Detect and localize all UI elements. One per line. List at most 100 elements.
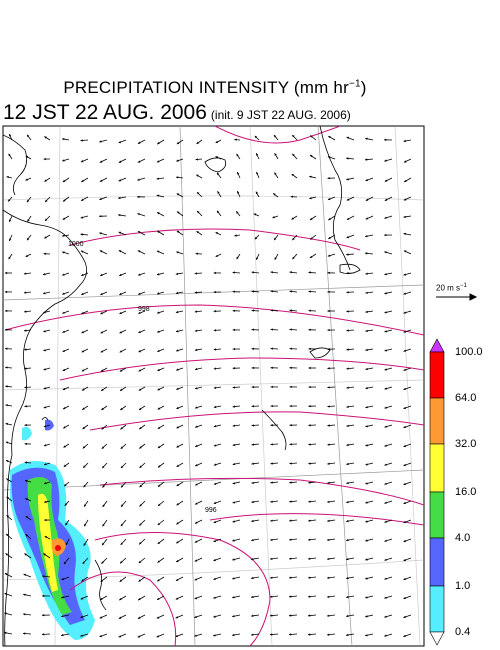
wind-vector-head xyxy=(384,596,387,599)
colorbar xyxy=(429,338,445,646)
wind-vector-head xyxy=(365,463,368,466)
wind-vector-head xyxy=(175,597,179,600)
wind-vector-head xyxy=(138,597,141,601)
wind-vector-head xyxy=(346,519,349,523)
wind-vector-head xyxy=(157,388,160,391)
wind-vector-head xyxy=(384,251,387,254)
wind-vector-head xyxy=(327,595,330,598)
wind-vector-head xyxy=(236,153,239,157)
wind-vector-head xyxy=(384,216,387,219)
wind-vector-head xyxy=(99,160,103,163)
wind-vector-head xyxy=(195,387,198,390)
wind-vector-head xyxy=(289,576,292,579)
wind-vector-head xyxy=(310,237,313,240)
wind-vector-head xyxy=(121,504,124,507)
wind-vector-head xyxy=(403,406,406,409)
wind-vector-head xyxy=(327,386,330,389)
wind-vector-head xyxy=(346,291,349,294)
wind-vector-head xyxy=(120,427,123,430)
wind-vector-head xyxy=(289,385,292,389)
wind-vector-head xyxy=(157,445,161,449)
wind-vector-head xyxy=(251,614,254,617)
wind-vector-head xyxy=(365,558,368,561)
wind-vector-head xyxy=(292,256,295,260)
wind-vector-head xyxy=(290,195,293,198)
wind-vector-head xyxy=(83,543,86,546)
wind-vector-head xyxy=(120,523,124,527)
wind-vector-head xyxy=(365,520,368,523)
wind-vector-head xyxy=(327,348,330,351)
wind-vector-head xyxy=(197,210,200,214)
wind-vector-head xyxy=(43,273,46,276)
wind-vector-head xyxy=(137,178,140,181)
wind-vector-head xyxy=(45,199,48,202)
wind-vector-head xyxy=(82,407,85,410)
wind-vector-head xyxy=(291,217,294,220)
wind-vector-head xyxy=(213,290,216,294)
wind-reference-label: 20 m s−1 xyxy=(436,283,467,293)
wind-vector-head xyxy=(5,422,8,426)
wind-vector-head xyxy=(102,542,105,546)
isobar-label-1000: 1000 xyxy=(68,241,84,248)
wind-vector-head xyxy=(251,481,254,484)
wind-vector-head xyxy=(289,557,292,560)
wind-vector-head xyxy=(327,290,330,294)
wind-vector-head xyxy=(25,156,29,159)
wind-vector-head xyxy=(63,426,66,429)
wind-vector-head xyxy=(157,160,160,163)
wind-vector-head xyxy=(63,199,66,202)
wind-vector-head xyxy=(5,328,8,331)
wind-vector-head xyxy=(118,179,122,182)
wind-vector-head xyxy=(251,347,254,350)
wind-vector-head xyxy=(197,192,200,195)
wind-vector-head xyxy=(289,519,292,522)
wind-vector-head xyxy=(384,179,388,182)
wind-vector-head xyxy=(308,385,311,389)
wind-vector-head xyxy=(176,349,179,352)
wind-vector-head xyxy=(157,560,160,563)
wind-vector-head xyxy=(139,504,142,507)
wind-vector-head xyxy=(138,292,141,295)
wind-vector-head xyxy=(43,292,46,295)
wind-vector-head xyxy=(365,158,368,161)
wind-vector-head xyxy=(251,271,254,274)
wind-vector-head xyxy=(327,614,330,617)
wind-vector-head xyxy=(254,236,258,240)
wind-vector-head xyxy=(292,153,295,157)
wind-vector-head xyxy=(157,141,160,145)
wind-vector-head xyxy=(64,503,68,506)
wind-vector-head xyxy=(25,534,28,537)
wind-vector-head xyxy=(61,596,64,599)
wind-vector-head xyxy=(195,464,198,467)
wind-vector-head xyxy=(23,573,26,576)
wind-vector-head xyxy=(308,576,311,579)
wind-vector-head xyxy=(194,634,197,637)
wind-vector-head xyxy=(403,368,406,371)
wind-vector-head xyxy=(62,292,65,295)
wind-vector-head xyxy=(101,407,104,410)
wind-vector-head xyxy=(120,388,123,391)
wind-vector-head xyxy=(232,347,235,351)
wind-vector-head xyxy=(365,217,369,220)
wind-vector-head xyxy=(175,616,179,619)
wind-vector-head xyxy=(44,481,47,485)
wind-vector-head xyxy=(6,515,9,518)
wind-vector-head xyxy=(213,310,216,313)
wind-vector-head xyxy=(403,444,406,448)
wind-vector-head xyxy=(365,198,369,201)
wind-vector-head xyxy=(308,538,311,541)
wind-vector-head xyxy=(232,501,235,504)
wind-vector-head xyxy=(232,633,235,637)
colorbar-label-4: 4.0 xyxy=(455,532,471,544)
wind-vector-head xyxy=(158,465,161,468)
wind-vector-head xyxy=(24,329,27,332)
wind-vector-head xyxy=(213,520,217,524)
wind-vector-head xyxy=(232,539,235,542)
wind-vector-head xyxy=(195,425,198,428)
wind-vector-head xyxy=(158,503,161,506)
wind-vector-head xyxy=(346,367,349,370)
wind-vector-head xyxy=(274,153,277,156)
wind-vector-head xyxy=(80,615,83,618)
wind-vector-head xyxy=(44,136,47,139)
wind-vector-head xyxy=(384,368,387,371)
